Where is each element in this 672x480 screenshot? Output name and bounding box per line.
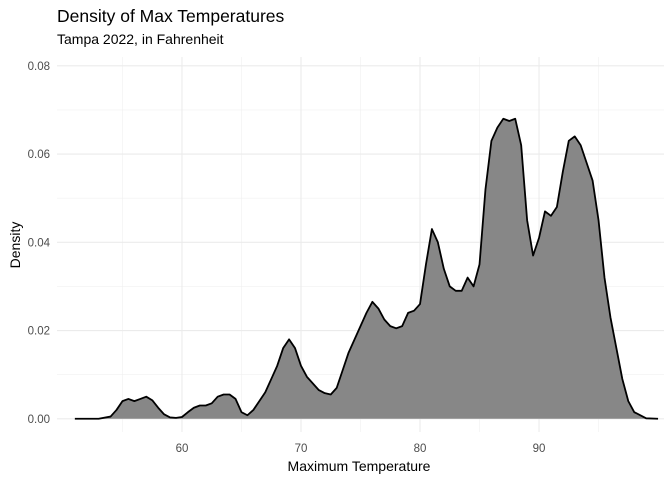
density-marks [74,117,659,420]
x-tick-label: 60 [176,443,189,455]
chart-subtitle: Tampa 2022, in Fahrenheit [57,31,224,47]
density-area [74,118,659,419]
y-tick-label: 0.02 [28,326,50,338]
x-tick-label: 80 [414,443,427,455]
y-axis-label: Density [7,222,23,269]
y-tick-label: 0.08 [28,61,50,73]
y-tick-label: 0.00 [28,414,50,426]
y-tick-label: 0.06 [28,149,50,161]
x-axis-label: Maximum Temperature [288,458,431,474]
x-tick-label: 90 [533,443,546,455]
density-line [74,117,659,420]
y-tick-label: 0.04 [28,237,51,249]
tick-labels: 60 70 80 90 0.00 0.02 0.04 0.06 0.08 [28,61,546,455]
x-tick-label: 70 [295,443,308,455]
chart-title: Density of Max Temperatures [57,6,285,26]
